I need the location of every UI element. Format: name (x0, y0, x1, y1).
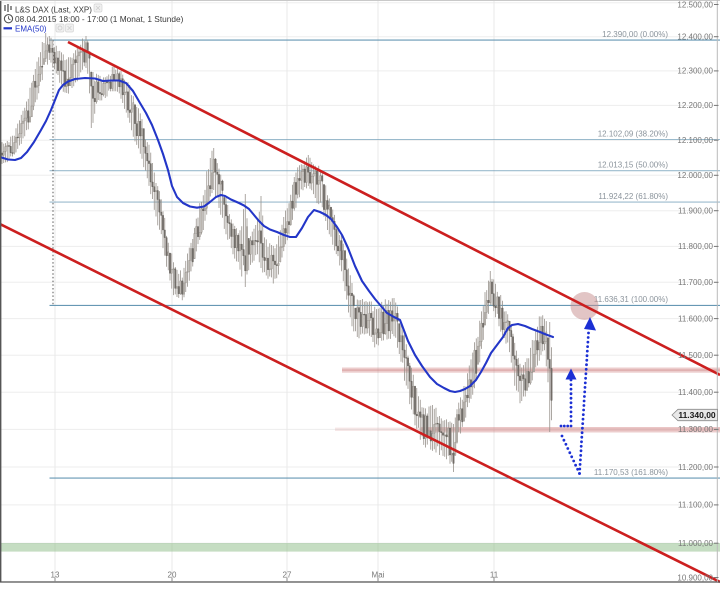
svg-text:13: 13 (51, 571, 60, 580)
svg-text:11.600,00: 11.600,00 (678, 314, 714, 323)
svg-text:11.700,00: 11.700,00 (678, 278, 714, 287)
svg-text:11.200,00: 11.200,00 (678, 463, 714, 472)
svg-text:12.100,00: 12.100,00 (677, 136, 713, 145)
svg-text:11.924,22 (61.80%): 11.924,22 (61.80%) (598, 192, 668, 201)
svg-text:L&S DAX (Last, XXP): L&S DAX (Last, XXP) (15, 5, 92, 14)
svg-text:11.800,00: 11.800,00 (678, 242, 714, 251)
svg-text:10.900,00: 10.900,00 (677, 573, 713, 582)
svg-text:20: 20 (168, 571, 177, 580)
svg-text:12.390,00 (0.00%): 12.390,00 (0.00%) (602, 30, 668, 39)
svg-text:11.100,00: 11.100,00 (678, 501, 714, 510)
svg-text:11.400,00: 11.400,00 (678, 388, 714, 397)
svg-text:11.170,53 (161.80%): 11.170,53 (161.80%) (594, 468, 668, 477)
svg-text:12.500,00: 12.500,00 (677, 0, 713, 9)
svg-text:12.000,00: 12.000,00 (677, 171, 713, 180)
svg-text:27: 27 (283, 571, 292, 580)
svg-text:12.013,15 (50.00%): 12.013,15 (50.00%) (598, 161, 669, 170)
svg-text:EMA(50): EMA(50) (15, 24, 47, 33)
svg-text:11.500,00: 11.500,00 (678, 351, 714, 360)
svg-text:12.200,00: 12.200,00 (677, 101, 713, 110)
svg-text:12.300,00: 12.300,00 (677, 67, 713, 76)
svg-text:12.400,00: 12.400,00 (677, 33, 713, 42)
svg-text:11.340,00: 11.340,00 (678, 410, 716, 420)
svg-text:Mai: Mai (372, 571, 385, 580)
svg-text:11.300,00: 11.300,00 (678, 425, 714, 434)
svg-text:11.000,00: 11.000,00 (678, 539, 714, 548)
svg-text:12.102,09 (38.20%): 12.102,09 (38.20%) (598, 129, 669, 138)
svg-text:11: 11 (490, 571, 499, 580)
svg-text:11.900,00: 11.900,00 (678, 207, 714, 216)
svg-text:11.636,31 (100.00%): 11.636,31 (100.00%) (594, 295, 668, 304)
svg-text:08.04.2015 18:00 - 17:00 (1 Mo: 08.04.2015 18:00 - 17:00 (1 Monat, 1 Stu… (15, 14, 184, 24)
